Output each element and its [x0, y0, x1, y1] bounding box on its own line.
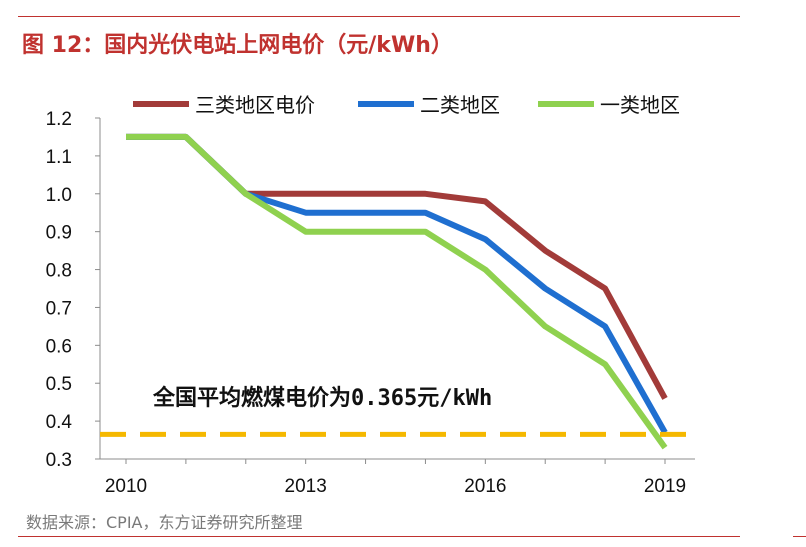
- reference-line-label: 全国平均燃煤电价为0.365元/kWh: [152, 385, 492, 411]
- chart-legend: 三类地区电价 二类地区 一类地区: [133, 93, 680, 117]
- legend-label: 二类地区: [420, 93, 500, 117]
- y-tick-label: 0.9: [46, 223, 72, 244]
- x-tick-label: 2010: [105, 476, 147, 497]
- x-tick-label: 2019: [644, 476, 686, 497]
- x-tick-label: 2016: [464, 476, 506, 497]
- y-tick-label: 0.8: [46, 261, 72, 282]
- chart-axes: 0.3 0.4 0.5 0.6 0.7 0.8 0.9 1.0 1.1 1.2 2010 2013 20…: [46, 109, 695, 497]
- series-line: [126, 133, 668, 400]
- y-tick-label: 0.4: [46, 412, 73, 433]
- y-tick-label: 0.7: [46, 298, 72, 319]
- series-line: [126, 133, 668, 450]
- y-tick-label: 1.2: [46, 109, 72, 130]
- y-tick-label: 1.0: [46, 185, 72, 206]
- bottom-rule-right: [793, 536, 806, 537]
- bottom-rule: [18, 536, 740, 537]
- reference-line-group: 全国平均燃煤电价为0.365元/kWh: [100, 385, 692, 437]
- legend-label: 一类地区: [600, 93, 680, 117]
- x-tick-label: 2013: [285, 476, 327, 497]
- legend-label: 三类地区电价: [195, 93, 315, 117]
- y-tick-label: 0.6: [46, 336, 72, 357]
- figure-title: 图 12：国内光伏电站上网电价（元/kWh）: [22, 33, 453, 58]
- top-rule: [18, 16, 740, 17]
- y-tick-label: 0.3: [46, 450, 72, 471]
- y-tick-label: 1.1: [46, 147, 72, 168]
- source-note: 数据来源：CPIA，东方证券研究所整理: [26, 513, 303, 532]
- y-tick-label: 0.5: [46, 374, 72, 395]
- chart-series-lines: [126, 133, 668, 450]
